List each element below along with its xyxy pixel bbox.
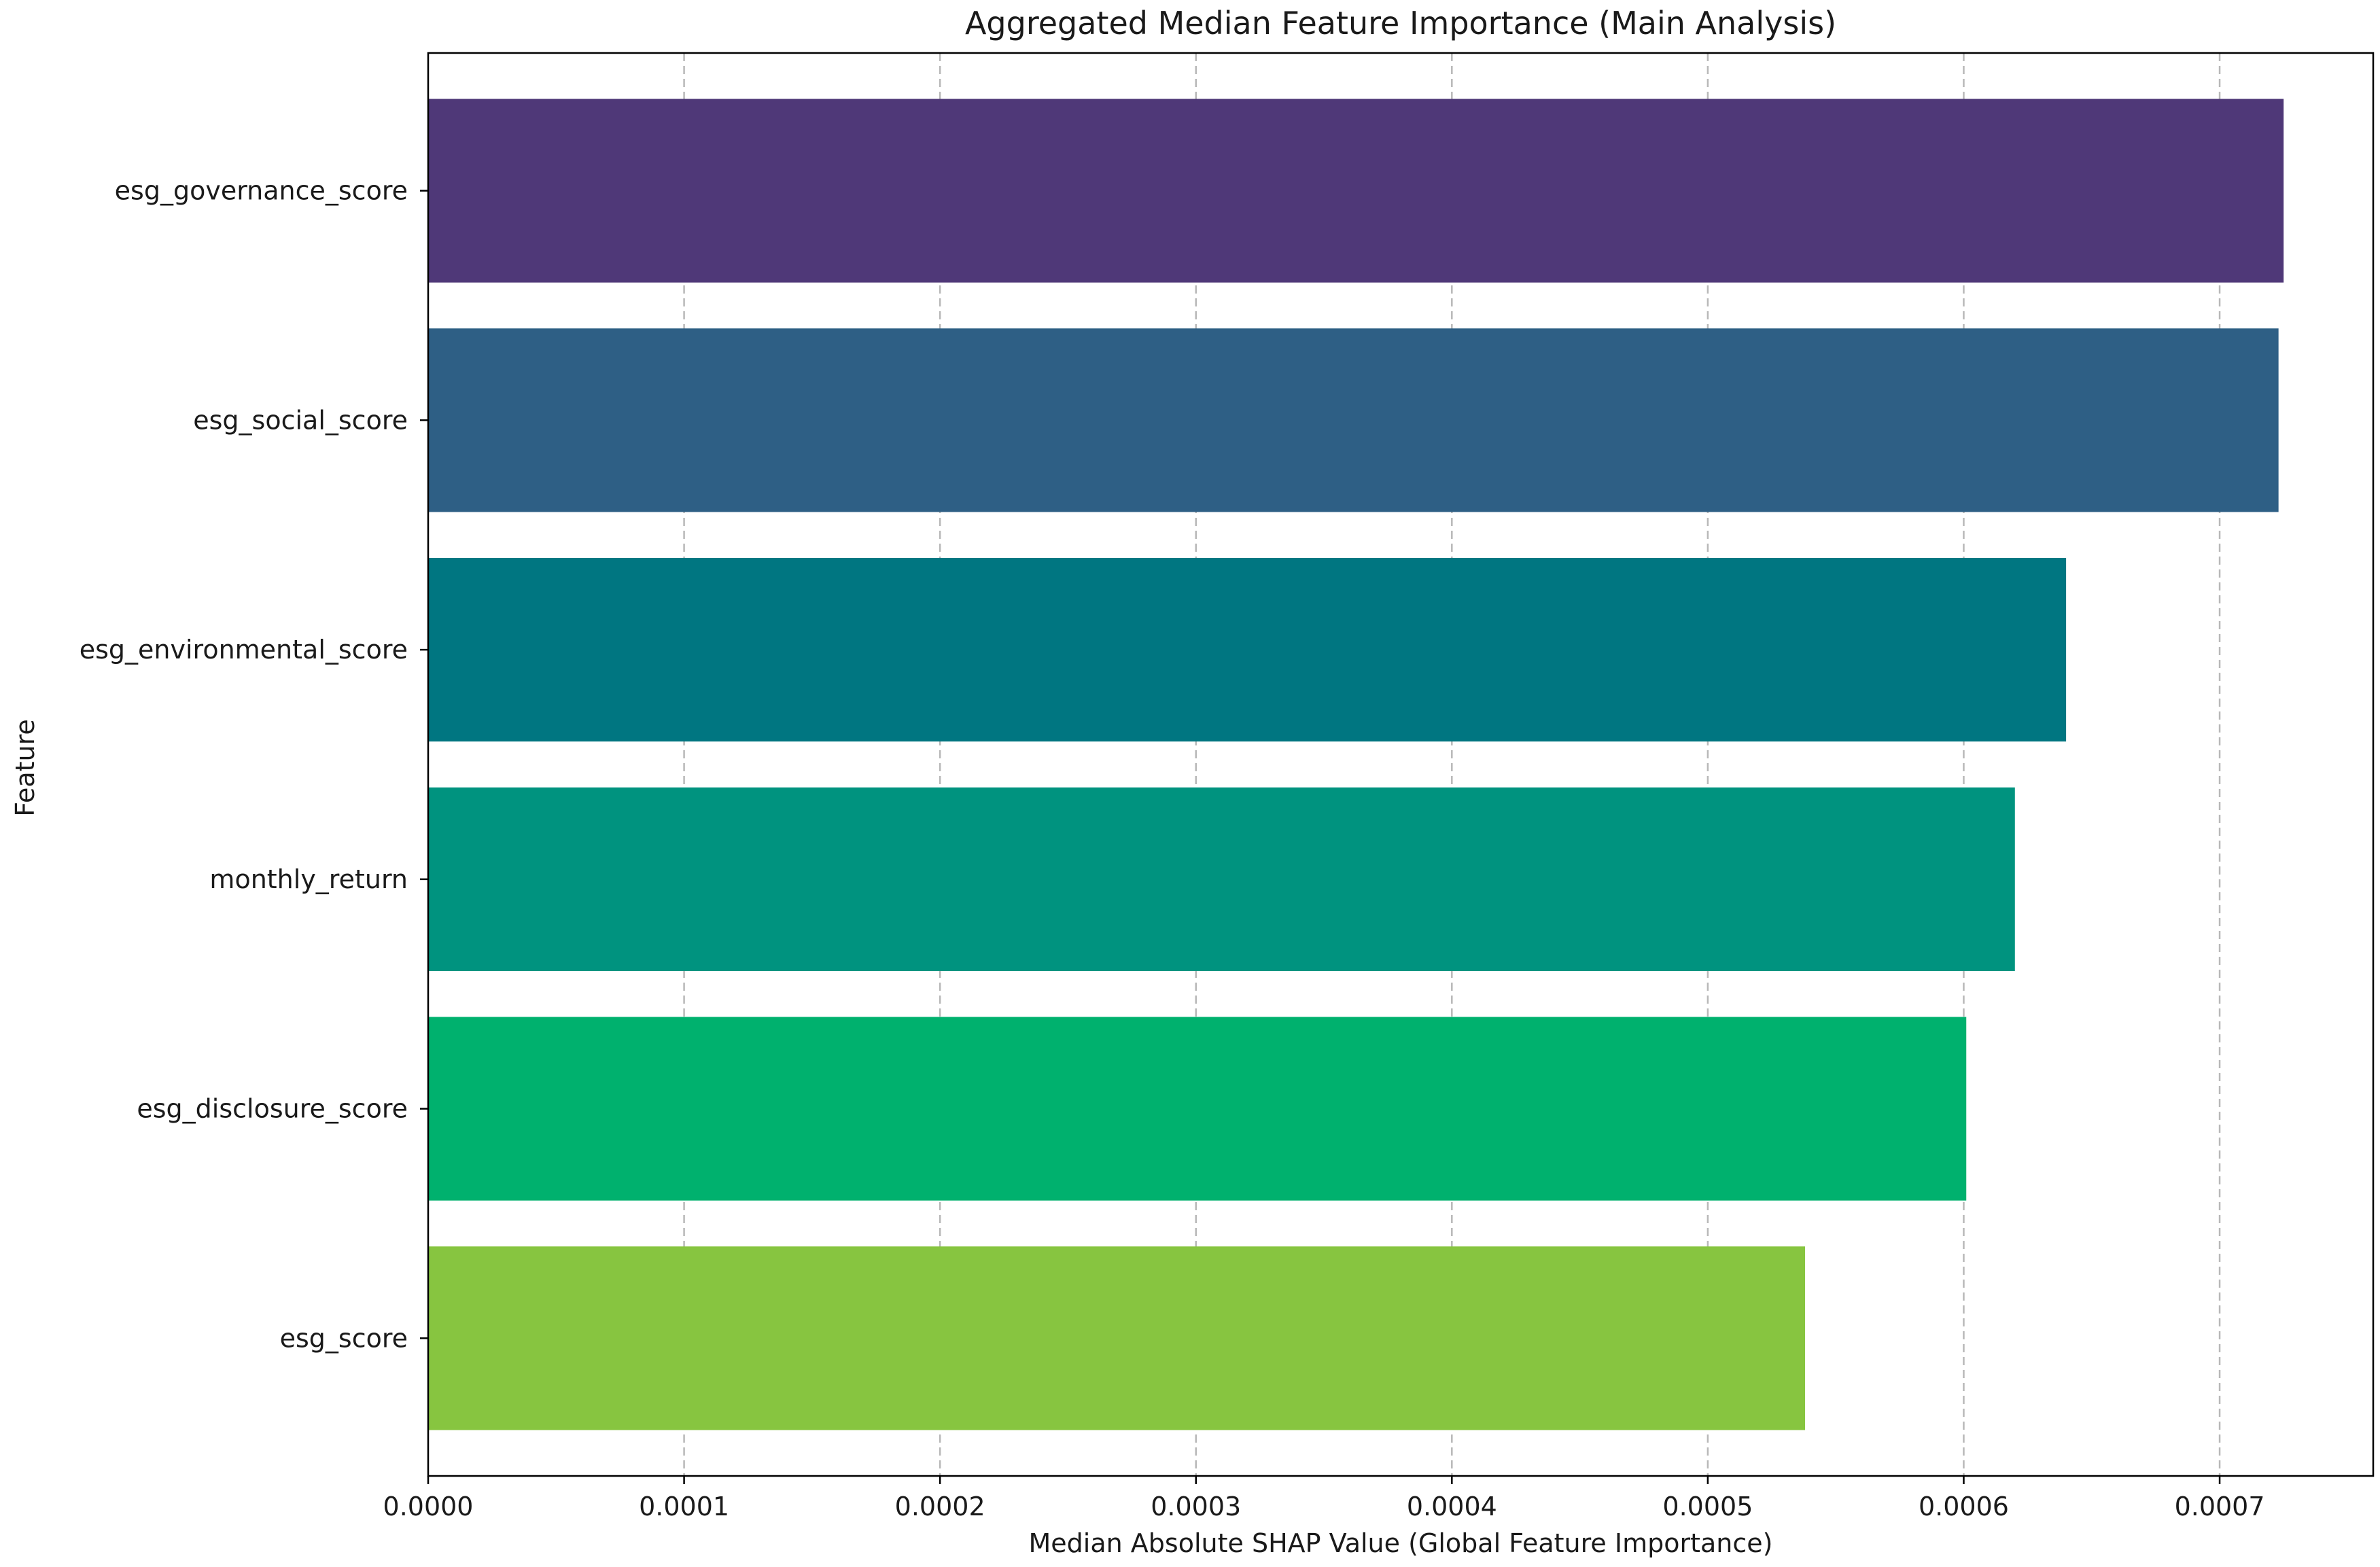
x-tick-label: 0.0003 [1151,1492,1241,1521]
bar [428,99,2284,283]
x-tick-label: 0.0000 [383,1492,474,1521]
bar [428,787,2015,971]
y-axis-ticks: esg_governance_score esg_social_score esg_… [80,176,428,1353]
y-tick-label: esg_score [280,1323,408,1353]
x-tick-label: 0.0004 [1407,1492,1497,1521]
x-axis-ticks: 0.0000 0.0001 0.0002 0.0003 0.0004 0.0005 0.00… [383,1476,2265,1521]
y-axis-label: Feature [10,719,40,817]
bar [428,1017,1967,1201]
x-axis-label: Median Absolute SHAP Value (Global Featu… [1029,1528,1773,1558]
grid-lines [683,53,2221,1476]
y-tick-label: esg_environmental_score [80,635,408,665]
y-tick-label: esg_governance_score [115,176,408,206]
x-tick-label: 0.0005 [1662,1492,1753,1521]
bar [428,558,2067,742]
plot-frame [427,52,2375,1477]
y-tick-label: esg_social_score [193,405,408,435]
x-tick-label: 0.0002 [895,1492,985,1521]
x-tick-label: 0.0006 [1919,1492,2009,1521]
bar [428,1246,1805,1430]
bar [428,328,2279,512]
chart-title: Aggregated Median Feature Importance (Ma… [965,5,1836,41]
bars [428,99,2284,1430]
y-tick-label: esg_disclosure_score [137,1094,408,1124]
x-tick-label: 0.0007 [2175,1492,2265,1521]
x-tick-label: 0.0001 [639,1492,729,1521]
y-tick-label: monthly_return [209,864,408,894]
